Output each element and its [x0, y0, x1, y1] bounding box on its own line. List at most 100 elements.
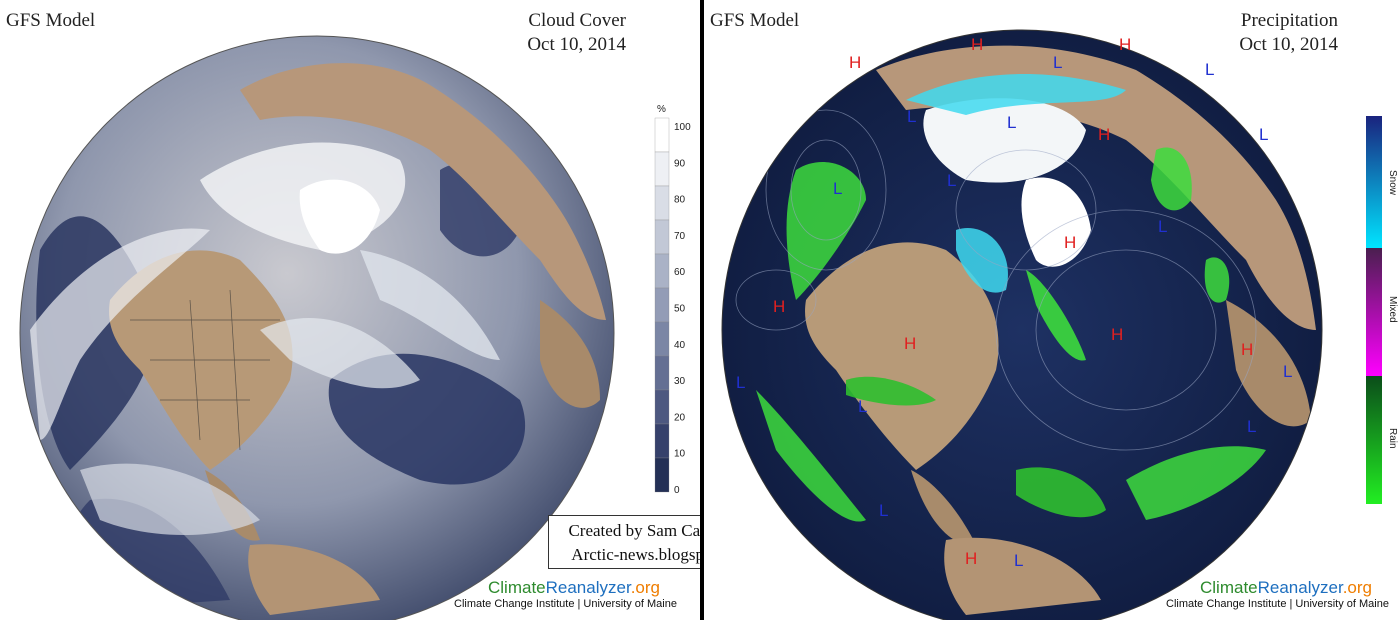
globe-rim [19, 35, 615, 620]
low-pressure-label: L [1014, 551, 1023, 570]
low-pressure-label: L [1247, 417, 1256, 436]
low-pressure-label: L [1053, 53, 1062, 72]
colorbar-swatch [654, 423, 670, 459]
eurasia [240, 63, 606, 321]
rain-scandinavia [1151, 147, 1192, 211]
low-pressure-label: L [1158, 217, 1167, 236]
rain-tropical [1126, 446, 1266, 520]
colorbar-tick-label: 60 [674, 267, 686, 278]
cloud-cover-panel: % 100 90 80 70 60 50 40 30 20 10 0 GFS Model Cloud… [6, 10, 700, 620]
low-pressure-label: L [833, 179, 842, 198]
brand-part-1: Climate [1200, 578, 1258, 597]
colorbar-label-snow: Snow [1387, 170, 1398, 196]
low-pressure-label: L [1205, 60, 1214, 79]
cloud-band-3 [360, 250, 500, 360]
variable-title: Cloud Cover [528, 10, 626, 31]
europe-africa [540, 300, 600, 408]
high-pressure-label: H [773, 297, 785, 316]
rain-midwest [846, 376, 936, 406]
colorbar-mixed [1366, 248, 1382, 376]
low-pressure-label: L [1259, 125, 1268, 144]
europe-africa [1226, 300, 1311, 427]
low-pressure-label: L [907, 107, 916, 126]
brand-part-3: .org [1342, 578, 1372, 597]
model-title: GFS Model [6, 10, 96, 31]
institution-credit: Climate Change Institute | University of… [1166, 598, 1389, 610]
date-title: Oct 10, 2014 [1239, 34, 1338, 55]
rain-labrador [1026, 270, 1086, 361]
colorbar-unit: % [657, 104, 666, 115]
colorbar-tick-label: 40 [674, 340, 686, 351]
colorbar-tick-label: 50 [674, 304, 686, 315]
precipitation-panel: H H H L H L L L H H H H L L L L L H H L L L L L Snow Mixed Rain… [706, 0, 1400, 620]
colorbar-tick-label: 70 [674, 231, 686, 242]
cloud-band-4 [80, 463, 260, 535]
colorbar-swatch [654, 321, 670, 357]
colorbar-swatch [654, 389, 670, 425]
colorbar-swatch [654, 219, 670, 255]
pressure-labels: H H H L H L L L H H H H L L L L L H H L L L L L [736, 35, 1292, 570]
central-america [911, 470, 976, 546]
colorbar-swatch [654, 355, 670, 391]
credit-box: Created by Sam Carana for Arctic-news.bl… [548, 515, 700, 569]
colorbar-tick-label: 90 [674, 158, 686, 169]
low-pressure-label: L [947, 171, 956, 190]
colorbar-swatch [654, 457, 670, 493]
snow-band-canada [956, 228, 1008, 293]
colorbar-snow [1366, 116, 1382, 248]
eurasia [876, 45, 1316, 330]
low-pressure-label: L [879, 501, 888, 520]
colorbar-swatch [654, 185, 670, 221]
date-title: Oct 10, 2014 [527, 34, 626, 55]
panel-divider [700, 0, 704, 620]
colorbar-tick-label: 30 [674, 376, 686, 387]
colorbar-swatch [654, 117, 670, 153]
globe-rim [721, 29, 1323, 620]
colorbar-tick-label: 20 [674, 412, 686, 423]
precipitation-globe: H H H L H L L L H H H H L L L L L H H L L L L L Snow Mixed Rain [721, 29, 1398, 620]
low-pressure-label: L [1007, 113, 1016, 132]
high-pressure-label: H [1098, 125, 1110, 144]
brand-logo: ClimateReanalyzer.org [488, 578, 660, 598]
brand-logo: ClimateReanalyzer.org [1200, 578, 1372, 598]
institution-credit: Climate Change Institute | University of… [454, 598, 677, 610]
colorbar-swatch [654, 287, 670, 323]
isobars [735, 109, 1257, 451]
colorbar-tick-label: 10 [674, 449, 686, 460]
colorbar-label-mixed: Mixed [1387, 296, 1398, 323]
greenland [299, 179, 380, 254]
brand-part-2: Reanalyzer [545, 578, 631, 597]
credit-line-1: Created by Sam Carana for [568, 521, 700, 540]
colorbar-tick-label: 100 [674, 122, 691, 133]
colorbar-tick-label: 80 [674, 195, 686, 206]
low-pressure-label: L [1283, 362, 1292, 381]
high-pressure-label: H [849, 53, 861, 72]
cloud-band-1 [30, 228, 210, 440]
south-america [944, 537, 1101, 615]
high-pressure-label: H [1241, 340, 1253, 359]
colorbar-tick-label: 0 [674, 485, 680, 496]
high-pressure-label: H [1111, 325, 1123, 344]
brand-part-2: Reanalyzer [1257, 578, 1343, 597]
colorbar-label-rain: Rain [1387, 428, 1398, 449]
low-pressure-label: L [858, 397, 867, 416]
model-title: GFS Model [710, 10, 800, 31]
brand-part-1: Climate [488, 578, 546, 597]
greenland [1021, 177, 1091, 267]
low-pressure-label: L [736, 373, 745, 392]
brand-part-3: .org [630, 578, 660, 597]
precipitation-colorbar: Snow Mixed Rain [1366, 116, 1398, 504]
colorbar-swatch [654, 253, 670, 289]
high-pressure-label: H [904, 334, 916, 353]
rain-east-pacific [756, 390, 866, 522]
high-pressure-label: H [965, 549, 977, 568]
high-pressure-label: H [1064, 233, 1076, 252]
rain-atlantic [1016, 467, 1106, 518]
colorbar-rain [1366, 376, 1382, 504]
high-pressure-label: H [971, 35, 983, 54]
cloud-band-2 [260, 318, 420, 389]
colorbar-swatch [654, 151, 670, 187]
arctic-ice [923, 98, 1086, 183]
